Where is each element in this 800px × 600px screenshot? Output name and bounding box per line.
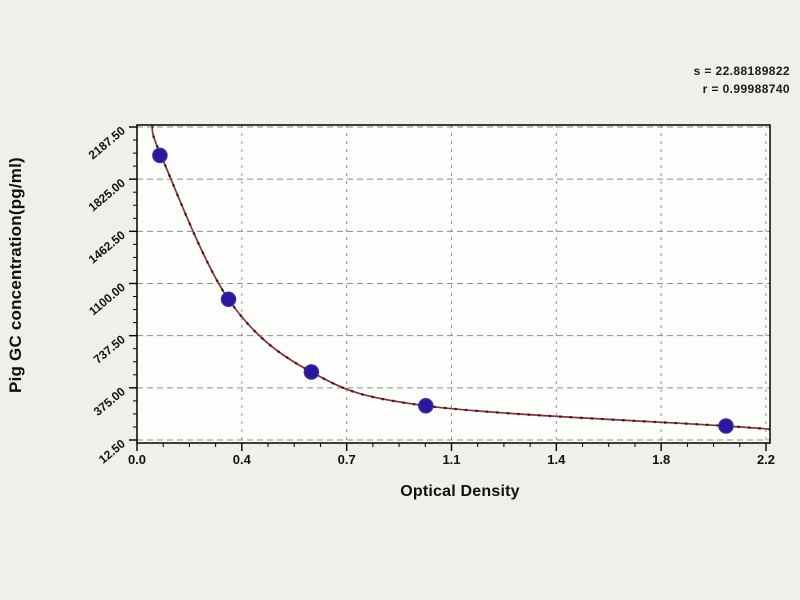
fit-statistics: s = 22.88189822 r = 0.99988740 xyxy=(694,62,790,98)
x-axis-title: Optical Density xyxy=(400,483,520,500)
fit-s-value: s = 22.88189822 xyxy=(693,64,790,78)
x-tick-label: 0.7 xyxy=(338,452,356,467)
y-tick-label: 375.00 xyxy=(91,384,128,419)
x-tick-label: 2.2 xyxy=(757,452,775,467)
y-tick-label: 1100.00 xyxy=(86,280,128,318)
y-tick-label: 1825.00 xyxy=(86,176,128,215)
y-tick-label: 2187.50 xyxy=(86,123,128,162)
x-tick-label: 0.0 xyxy=(128,452,146,467)
standard-curve-dashes xyxy=(151,125,770,431)
x-tick-label: 0.4 xyxy=(233,452,252,467)
data-point xyxy=(418,398,434,414)
y-axis-title: Pig GC concentration(pg/ml) xyxy=(6,157,25,393)
fit-r-value: r = 0.99988740 xyxy=(702,82,790,96)
x-tick-label: 1.4 xyxy=(547,452,566,467)
x-tick-label: 1.1 xyxy=(442,452,460,467)
data-point xyxy=(152,147,168,164)
x-tick-label: 1.8 xyxy=(652,452,670,467)
data-point xyxy=(303,364,320,380)
data-point xyxy=(718,418,734,434)
y-tick-label: 1462.50 xyxy=(86,228,128,267)
y-tick-label: 12.50 xyxy=(96,436,128,466)
y-tick-label: 737.50 xyxy=(91,332,128,367)
data-point xyxy=(220,291,237,308)
